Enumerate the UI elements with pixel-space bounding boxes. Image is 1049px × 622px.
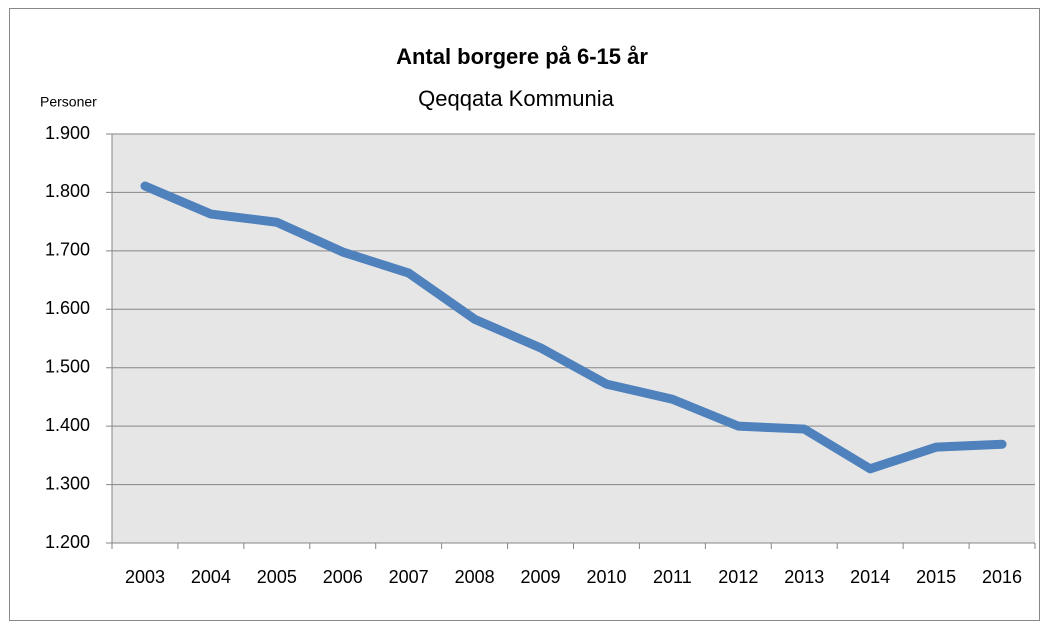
x-tick-label: 2010 xyxy=(586,567,626,587)
plot-area xyxy=(112,134,1035,543)
x-tick-label: 2006 xyxy=(323,567,363,587)
series-line xyxy=(140,181,1007,474)
y-tick-label: 1.200 xyxy=(45,532,90,552)
x-tick-label: 2011 xyxy=(653,567,692,587)
chart-subtitle: Qeqqata Kommunia xyxy=(418,86,614,111)
y-tick-label: 1.300 xyxy=(45,473,90,493)
y-tick-label: 1.800 xyxy=(45,181,90,201)
chart-title: Antal borgere på 6-15 år xyxy=(396,44,648,69)
x-tick-label: 2007 xyxy=(389,567,429,587)
y-tick-label: 1.500 xyxy=(45,356,90,376)
x-tick-label: 2004 xyxy=(191,567,231,587)
y-axis-label: Personer xyxy=(40,94,97,110)
x-tick-label: 2016 xyxy=(982,567,1022,587)
x-tick-label: 2013 xyxy=(784,567,824,587)
x-tick-label: 2015 xyxy=(916,567,956,587)
y-tick-label: 1.700 xyxy=(45,240,90,260)
x-tick-label: 2009 xyxy=(521,567,561,587)
y-tick-label: 1.900 xyxy=(45,123,90,143)
x-tick-label: 2003 xyxy=(125,567,165,587)
y-tick-label: 1.400 xyxy=(45,415,90,435)
x-tick-label: 2008 xyxy=(455,567,495,587)
y-tick-label: 1.600 xyxy=(45,298,90,318)
x-tick-label: 2014 xyxy=(850,567,890,587)
x-tick-label: 2012 xyxy=(718,567,758,587)
x-tick-label: 2005 xyxy=(257,567,297,587)
